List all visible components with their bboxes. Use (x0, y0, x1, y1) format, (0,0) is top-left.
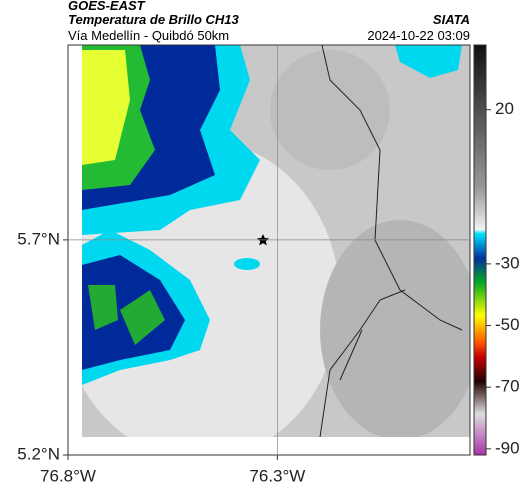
x-tick-label: 76.8°W (40, 466, 96, 485)
timestamp: 2024-10-22 03:09 (367, 28, 470, 43)
agency: SIATA (433, 12, 470, 27)
y-tick-label: 5.7°N (17, 229, 60, 248)
title: Temperatura de Brillo CH13 (68, 12, 240, 27)
colorbar (473, 44, 487, 456)
axes: 76.8°W 76.3°W 5.7°N 5.2°N 20 -30 -50 -70 -90 (17, 45, 520, 485)
source: GOES-EAST (68, 0, 146, 13)
colorbar-tick-label: -70 (495, 377, 520, 396)
subtitle: Vía Medellín - Quibdó 50km (68, 28, 229, 43)
colorbar-tick-label: -50 (495, 315, 520, 334)
colorbar-tick-label: -90 (495, 438, 520, 457)
satellite-image (82, 45, 470, 437)
colorbar-tick-label: 20 (495, 99, 514, 118)
colorbar-tick-label: -30 (495, 253, 520, 272)
map-frame (67, 44, 471, 456)
x-tick-label: 76.3°W (249, 466, 305, 485)
y-tick-label: 5.2°N (17, 444, 60, 463)
